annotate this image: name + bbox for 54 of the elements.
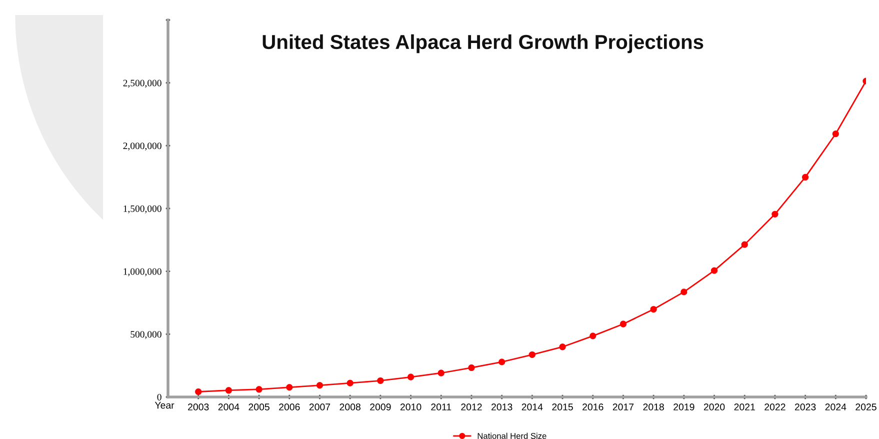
x-tick-label: 2024 [825,404,846,410]
x-tick-label: 2017 [612,404,634,410]
point [438,370,444,376]
point [407,374,414,380]
point [650,306,657,313]
point [710,267,718,274]
point [802,174,809,181]
point [772,210,778,218]
x-tick-label: 2012 [461,404,482,410]
x-tick-label: 2006 [279,404,300,410]
x-tick-label: 2023 [794,404,816,410]
point [498,358,506,366]
point [256,386,262,393]
point [468,364,475,372]
x-tick-label: 2014 [522,404,543,410]
x-tick-label: 2020 [704,404,725,410]
x-tick-label: 2010 [400,404,422,410]
x-tick-label: 2009 [370,404,391,410]
y-tick-label: 1,500,000 [124,205,162,214]
y-tick-label: 0 [157,394,162,400]
point [559,344,566,350]
point [316,382,324,389]
y-tick-label: 1,000,000 [124,268,162,276]
point [620,320,627,328]
point [377,377,384,384]
x-tick-label: 2015 [552,404,573,410]
point [741,241,748,248]
x-tick-label: 2007 [309,404,330,410]
text: United States Alpaca Herd Growth Projections [262,34,704,54]
point [225,387,232,394]
y-tick-label: 2,500,000 [123,80,162,88]
x-tick-label: 2022 [764,404,786,410]
x-tick-label: 2005 [248,404,270,410]
point [528,351,536,358]
x-tick-label: 2018 [643,404,664,410]
x-tick-label: 2003 [188,404,209,410]
x-tick-label: 2016 [582,404,604,410]
point [346,380,354,386]
x-tick-label: 2008 [340,404,360,410]
x-tick-label: 2011 [431,404,452,410]
point [832,130,839,138]
point [590,332,596,340]
legend-label: National Herd Size [478,432,546,439]
x-tick-label: 2025 [856,404,876,410]
x-tick-label: 2013 [492,404,512,410]
x-axis-title: Year [154,402,174,409]
x-tick-label: 2004 [218,404,240,410]
point [680,288,688,296]
point [195,388,202,396]
x-tick-label: 2019 [674,404,694,410]
y-tick-label: 2,000,000 [123,142,162,151]
y-tick-label: 500,000 [130,331,162,340]
point [286,384,293,391]
x-tick-label: 2021 [734,404,755,410]
